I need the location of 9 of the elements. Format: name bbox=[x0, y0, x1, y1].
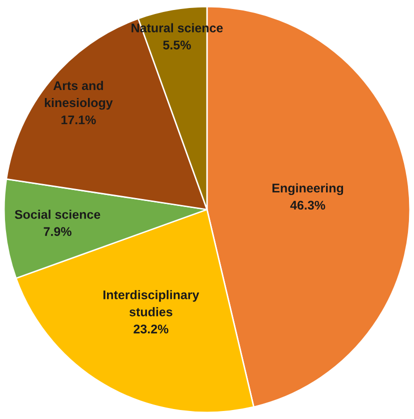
slice-label: Arts and kinesiology bbox=[44, 80, 113, 110]
slice-label: Engineering bbox=[272, 183, 344, 196]
data-label: 7.9% bbox=[44, 227, 72, 236]
data-label: 46.3% bbox=[290, 200, 326, 210]
data-label: 5.5% bbox=[163, 40, 191, 50]
data-label: 23.2% bbox=[134, 324, 168, 334]
slice-label: Social science bbox=[14, 210, 100, 219]
slice-label: Interdisciplinary studies bbox=[104, 290, 200, 316]
data-label: 17.1% bbox=[62, 115, 96, 124]
